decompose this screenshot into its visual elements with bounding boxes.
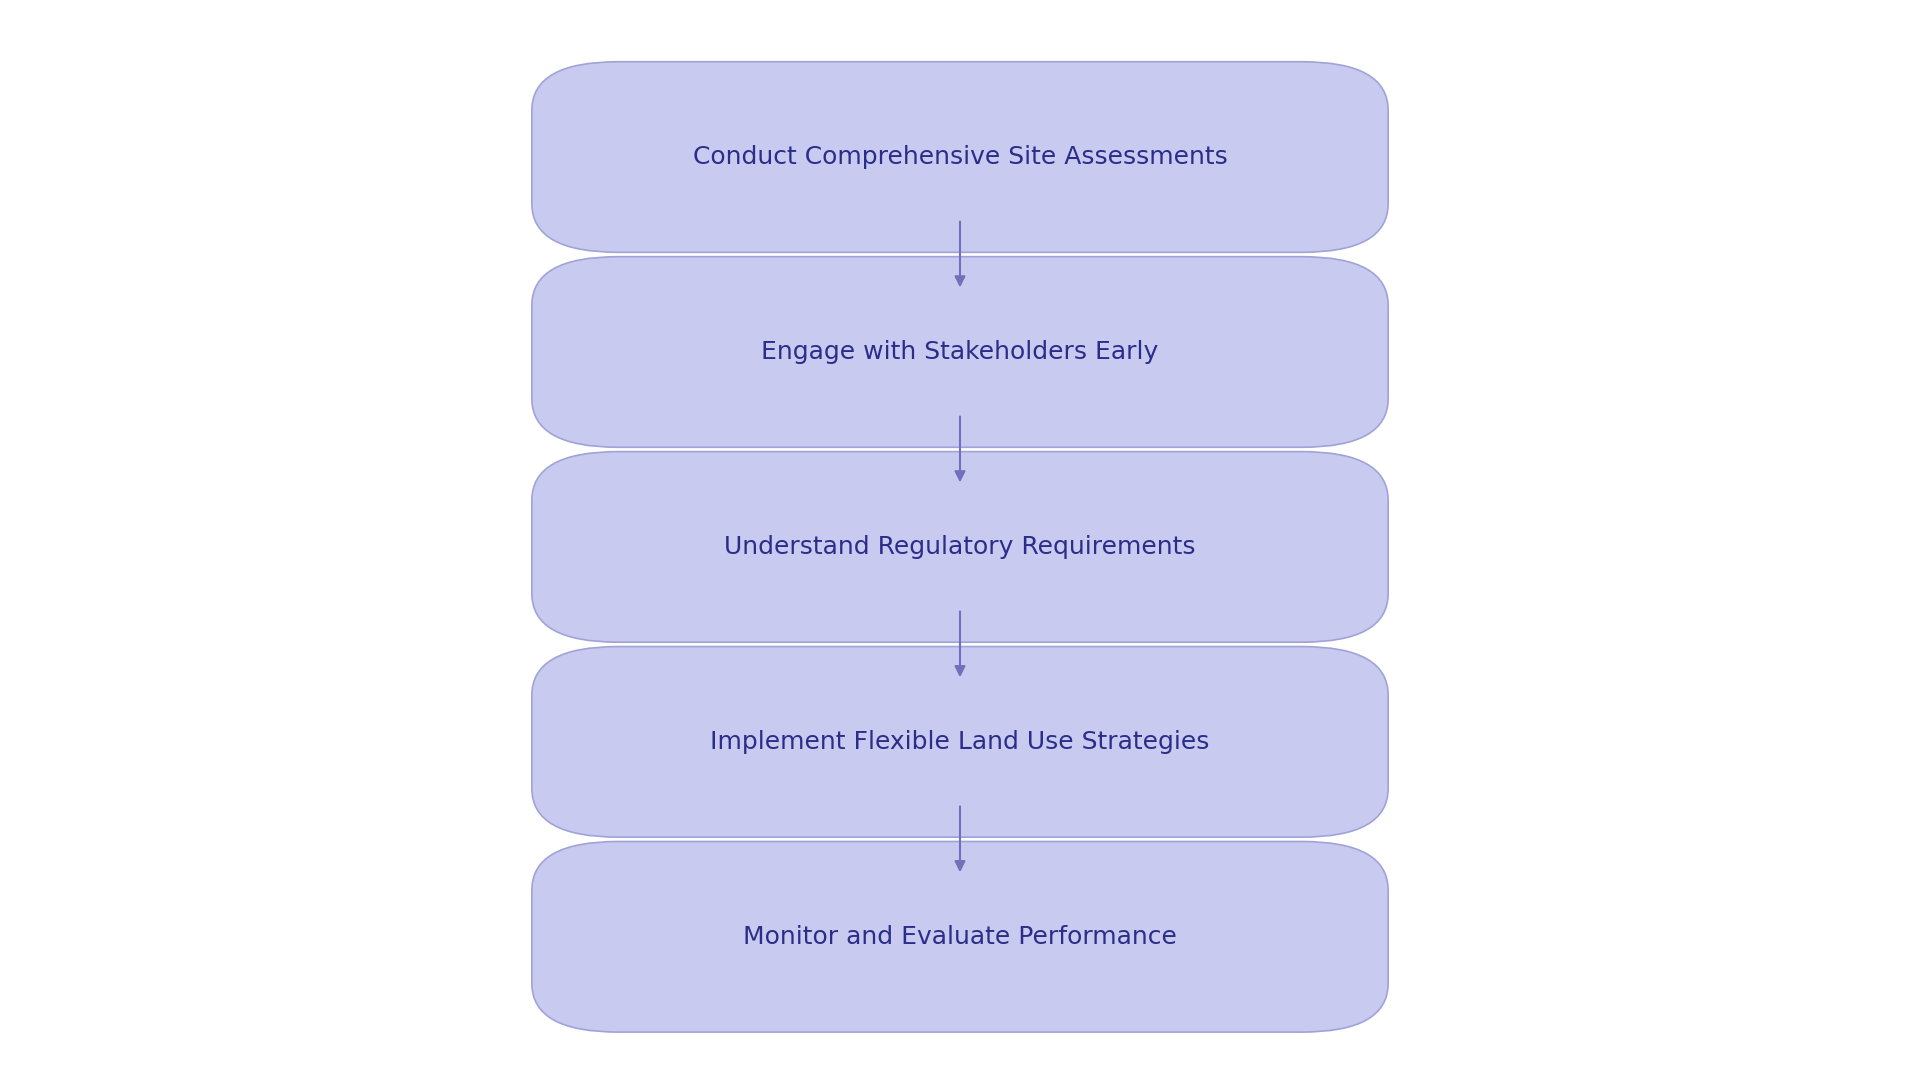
Text: Conduct Comprehensive Site Assessments: Conduct Comprehensive Site Assessments <box>693 145 1227 169</box>
Text: Engage with Stakeholders Early: Engage with Stakeholders Early <box>762 340 1158 364</box>
FancyBboxPatch shape <box>614 498 1306 596</box>
FancyBboxPatch shape <box>532 841 1388 1032</box>
Text: Implement Flexible Land Use Strategies: Implement Flexible Land Use Strategies <box>710 730 1210 754</box>
FancyBboxPatch shape <box>532 62 1388 252</box>
Text: Monitor and Evaluate Performance: Monitor and Evaluate Performance <box>743 925 1177 949</box>
FancyBboxPatch shape <box>614 888 1306 986</box>
FancyBboxPatch shape <box>614 303 1306 401</box>
FancyBboxPatch shape <box>532 452 1388 642</box>
FancyBboxPatch shape <box>532 257 1388 447</box>
FancyBboxPatch shape <box>532 647 1388 837</box>
FancyBboxPatch shape <box>614 693 1306 791</box>
FancyBboxPatch shape <box>614 108 1306 206</box>
Text: Understand Regulatory Requirements: Understand Regulatory Requirements <box>724 535 1196 559</box>
